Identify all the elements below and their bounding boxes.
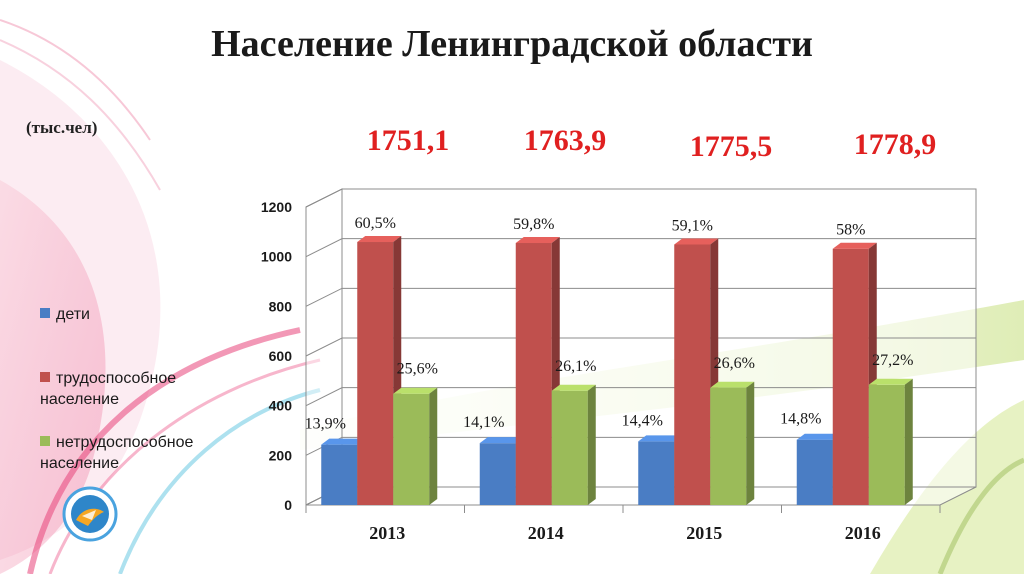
bar-2013-0-front [321,444,358,505]
bar-2014-1-front [515,243,552,505]
bar-2013-2-front [393,393,430,505]
legend-swatch-netrud [40,436,50,446]
x-tick-label-2014: 2014 [528,523,564,543]
total-2013: 1751,1 [366,124,450,157]
legend-item-deti: дети [40,304,260,325]
bar-2014-2-top [551,384,596,391]
gridline-1200 [305,188,976,208]
bar-2014-0-front [479,443,516,505]
legend-label-trud: трудоспособное население [40,370,177,408]
bar-2013-1-top [357,236,402,243]
bar-2016-2-front [868,384,905,505]
bar-2015-2-side [746,381,755,505]
gridline-400 [305,387,976,407]
y-tick-label: 0 [284,497,292,513]
y-tick-label: 200 [269,447,293,463]
data-label-2015-1: 59,1% [672,217,713,234]
legend-item-trud: трудоспособное население [40,368,230,410]
total-2016: 1778,9 [853,128,937,161]
bar-2014-2-side [587,384,596,505]
bar-2015-2-top [710,381,755,388]
bar-2015-1-front [674,244,711,505]
gridline-600 [305,337,976,357]
bar-2016-1-front [832,248,869,505]
gridline-200 [305,436,976,456]
bar-2014-0-top [479,437,524,444]
logo-emblem [62,486,118,542]
y-tick-label: 400 [269,398,293,414]
bar-2015-1-top [674,238,719,245]
bar-2013-1-front [357,242,394,505]
bar-2013-2-top [393,387,438,394]
data-label-2016-1: 58% [836,222,865,239]
bar-2013-0-top [321,438,366,445]
y-tick-label: 600 [269,348,293,364]
data-label-2014-1: 59,8% [513,216,554,233]
legend-label-deti: дети [56,306,90,323]
x-tick-label-2016: 2016 [845,523,881,543]
data-label-2013-0: 13,9% [305,416,346,433]
y-tick-label: 1000 [261,249,292,265]
data-label-2013-2: 25,6% [397,361,438,378]
bar-2014-1-top [515,237,560,244]
total-2014: 1763,9 [523,124,607,157]
unit-label: (тыс.чел) [26,118,98,137]
bar-2016-2-side [904,378,913,505]
bar-2016-0-front [796,439,833,505]
data-label-2013-1: 60,5% [355,215,396,232]
bar-2013-2-side [429,387,438,505]
data-label-2014-2: 26,1% [555,358,596,375]
data-label-2015-2: 26,6% [714,355,755,372]
x-tick-label-2013: 2013 [369,523,405,543]
legend-swatch-trud [40,372,50,382]
gridline-1000 [305,238,976,258]
bar-2016-0-top [796,433,841,440]
x-tick-label-2015: 2015 [686,523,722,543]
legend-label-netrud: нетрудоспособное население [40,434,194,472]
bar-2016-2-top [868,378,913,385]
data-label-2015-0: 14,4% [622,412,663,429]
y-tick-label: 800 [269,298,293,314]
bar-2015-0-front [638,441,675,505]
y-tick-label: 1200 [261,199,292,215]
data-label-2016-0: 14,8% [780,411,821,428]
bar-2014-2-front [551,390,588,505]
bar-2015-2-front [710,387,747,505]
bar-2015-0-top [638,435,683,442]
total-2015: 1775,5 [689,130,773,163]
page-title: Население Ленинградской области [211,23,813,65]
data-label-2014-0: 14,1% [463,414,504,431]
legend-swatch-deti [40,308,50,318]
gridline-800 [305,287,976,307]
bar-2016-1-top [832,242,877,249]
legend-item-netrud: нетрудоспособное население [40,432,240,474]
data-label-2016-2: 27,2% [872,352,913,369]
